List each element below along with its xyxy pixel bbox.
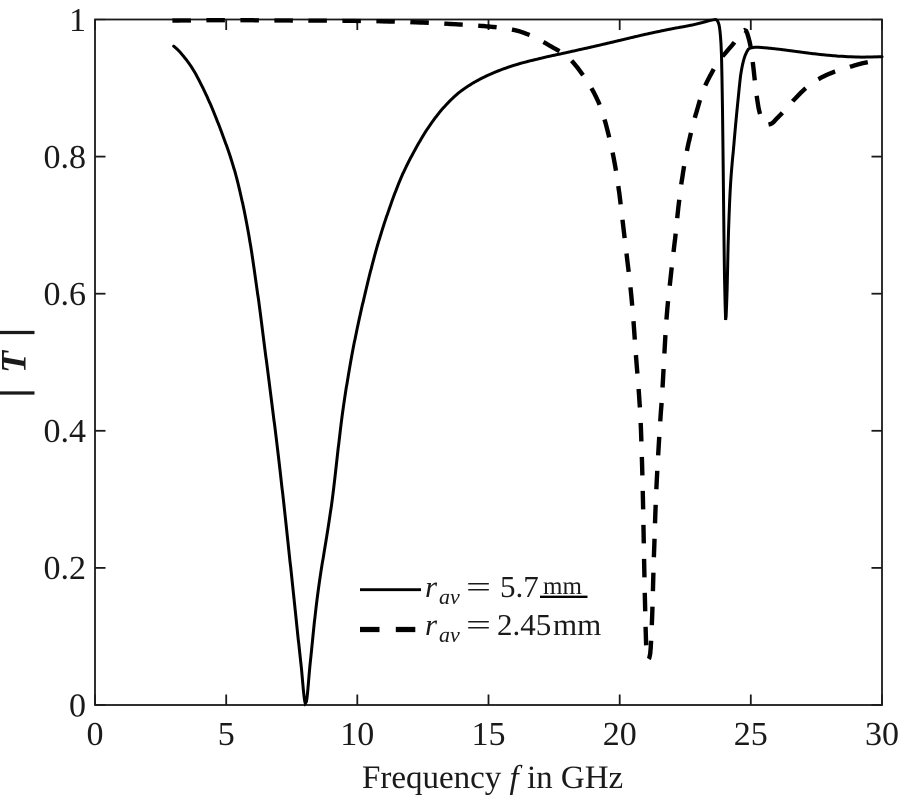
svg-text:15: 15 (472, 716, 506, 753)
svg-text:rav=5.7: rav = 5.7 (425, 569, 539, 609)
svg-text:10: 10 (340, 716, 374, 753)
svg-text:1: 1 (69, 2, 86, 39)
svg-text:20: 20 (603, 716, 637, 753)
svg-text:rav=2.45mm: rav = 2.45mm (425, 607, 601, 647)
svg-text:Frequency f in GHz: Frequency f in GHz (362, 760, 623, 796)
svg-text:0: 0 (87, 716, 104, 753)
svg-text:25: 25 (734, 716, 768, 753)
svg-text:0.4: 0.4 (44, 413, 87, 450)
svg-text:5: 5 (218, 716, 235, 753)
svg-text:0: 0 (69, 687, 86, 724)
svg-text:0.8: 0.8 (44, 139, 87, 176)
svg-text:0.6: 0.6 (44, 276, 87, 313)
svg-text:T: T (0, 349, 34, 373)
svg-text:0.2: 0.2 (44, 550, 87, 587)
svg-text:30: 30 (865, 716, 899, 753)
svg-text:mm: mm (543, 573, 582, 600)
